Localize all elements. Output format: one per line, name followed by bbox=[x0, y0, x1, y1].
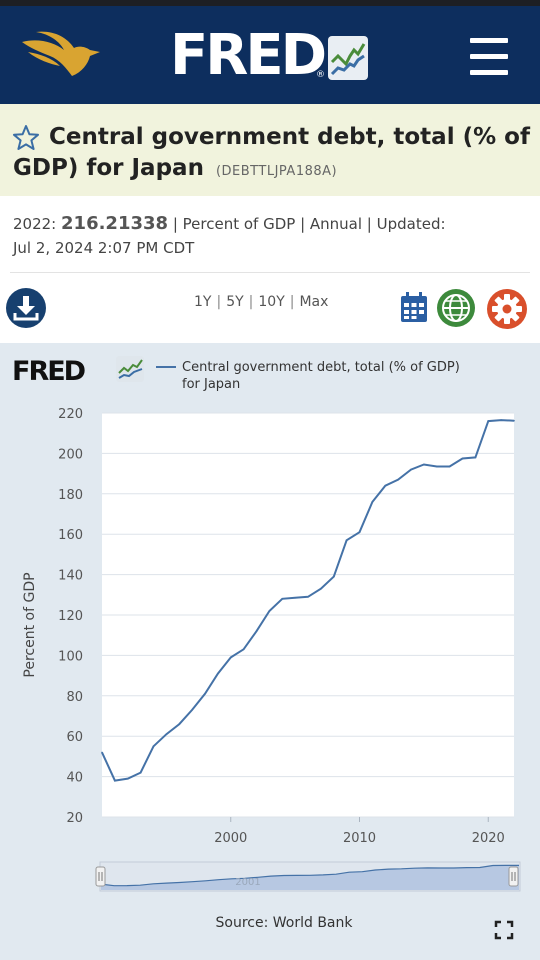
data-point bbox=[513, 419, 515, 422]
y-tick-label: 60 bbox=[66, 730, 83, 745]
data-point bbox=[242, 648, 245, 651]
data-point bbox=[397, 478, 399, 481]
calendar-icon[interactable] bbox=[400, 291, 428, 323]
chart[interactable]: FRED Central government debt, total (% o… bbox=[0, 343, 540, 960]
data-point bbox=[217, 672, 219, 675]
fred-chart-icon bbox=[328, 36, 368, 80]
status-bar bbox=[0, 0, 540, 6]
x-tick-label: 2010 bbox=[343, 831, 376, 846]
x-tick-labels: 2000 2010 2020 bbox=[214, 831, 505, 846]
x-tick-label: 2000 bbox=[214, 831, 247, 846]
data-point bbox=[152, 745, 155, 748]
navigator-series-area bbox=[101, 865, 519, 890]
y-tick-label: 100 bbox=[58, 649, 83, 664]
fullscreen-icon[interactable] bbox=[494, 920, 514, 940]
latest-value: 216.21338 bbox=[61, 213, 169, 234]
meta-details: | Percent of GDP | Annual | Updated: bbox=[168, 215, 446, 233]
data-point bbox=[307, 596, 309, 598]
site-header: FRED ® bbox=[0, 6, 540, 104]
navigator-series-line bbox=[100, 864, 519, 887]
data-point bbox=[230, 656, 232, 659]
eagle-logo-icon[interactable] bbox=[20, 28, 104, 84]
y-tick-label: 20 bbox=[66, 811, 83, 826]
data-point bbox=[294, 597, 296, 599]
range-5y[interactable]: 5Y bbox=[226, 294, 244, 310]
updated-date: Jul 2, 2024 2:07 PM CDT bbox=[13, 239, 195, 257]
data-point bbox=[101, 751, 103, 754]
x-tick-label: 2020 bbox=[472, 831, 505, 846]
data-point bbox=[436, 465, 438, 468]
y-tick-label: 140 bbox=[58, 569, 83, 584]
data-point bbox=[371, 501, 374, 503]
data-point bbox=[487, 420, 490, 422]
legend-line-2: for Japan bbox=[182, 377, 240, 392]
y-tick-label: 200 bbox=[58, 447, 83, 462]
latest-label: 2022: bbox=[13, 215, 57, 233]
date-range-selector: 1Y | 5Y | 10Y | Max bbox=[194, 294, 329, 310]
data-point bbox=[204, 693, 206, 695]
data-point bbox=[345, 539, 348, 542]
data-point bbox=[410, 468, 412, 471]
data-point bbox=[178, 723, 181, 725]
data-point bbox=[320, 587, 322, 590]
y-tick-label: 160 bbox=[58, 528, 83, 543]
series-id: (DEBTTLJPA188A) bbox=[215, 164, 338, 179]
data-points bbox=[101, 419, 515, 782]
y-tick-label: 180 bbox=[58, 488, 83, 503]
chart-source: Source: World Bank bbox=[216, 915, 354, 931]
data-point bbox=[281, 598, 284, 600]
download-icon bbox=[13, 296, 39, 321]
gear-icon[interactable] bbox=[486, 288, 528, 330]
navigator-label: 2001 bbox=[235, 877, 260, 888]
data-point bbox=[114, 779, 116, 782]
data-point bbox=[268, 610, 271, 612]
globe-icon[interactable] bbox=[436, 288, 476, 328]
navigator-left-handle[interactable] bbox=[95, 866, 106, 887]
y-axis-label: Percent of GDP bbox=[22, 572, 38, 677]
data-point bbox=[139, 771, 142, 774]
data-point bbox=[423, 463, 425, 466]
y-tick-label: 220 bbox=[58, 407, 83, 422]
fred-logo[interactable]: FRED ® bbox=[170, 24, 370, 88]
legend-line-1: Central government debt, total (% of GDP… bbox=[182, 360, 460, 375]
data-point bbox=[127, 777, 129, 780]
data-point bbox=[474, 456, 477, 459]
navigator-right-handle[interactable] bbox=[508, 866, 519, 887]
gridlines bbox=[102, 412, 514, 822]
range-1y[interactable]: 1Y bbox=[194, 294, 212, 310]
page-title: Central government debt, total (% of GDP… bbox=[13, 122, 533, 187]
y-tick-labels: 20 40 60 80 100 120 140 160 180 200 220 bbox=[58, 407, 83, 826]
y-tick-label: 80 bbox=[66, 690, 83, 705]
data-point bbox=[333, 575, 335, 578]
data-point bbox=[255, 630, 258, 632]
chart-brand-icon bbox=[116, 356, 144, 382]
range-max[interactable]: Max bbox=[299, 294, 329, 310]
data-point bbox=[191, 709, 193, 711]
series-title-text: Central government debt, total (% of GDP… bbox=[13, 124, 530, 181]
data-point bbox=[384, 484, 387, 487]
hamburger-menu-icon[interactable] bbox=[466, 34, 512, 80]
data-point bbox=[165, 733, 168, 735]
series-meta: 2022: 216.21338 | Percent of GDP | Annua… bbox=[13, 212, 523, 260]
range-10y[interactable]: 10Y bbox=[258, 294, 285, 310]
y-tick-label: 40 bbox=[66, 771, 83, 786]
data-point bbox=[448, 465, 451, 468]
download-button[interactable] bbox=[6, 288, 46, 328]
series-title-band bbox=[0, 104, 540, 196]
data-point bbox=[500, 419, 502, 421]
data-point bbox=[461, 457, 464, 460]
data-point bbox=[358, 531, 361, 533]
fred-logo-text: FRED bbox=[170, 23, 327, 88]
y-tick-label: 120 bbox=[58, 609, 83, 624]
divider bbox=[10, 272, 530, 273]
range-navigator[interactable]: 2001 bbox=[95, 861, 521, 892]
registered-mark: ® bbox=[316, 70, 325, 80]
favorite-star-icon[interactable] bbox=[12, 124, 40, 152]
chart-brand: FRED bbox=[12, 356, 85, 387]
